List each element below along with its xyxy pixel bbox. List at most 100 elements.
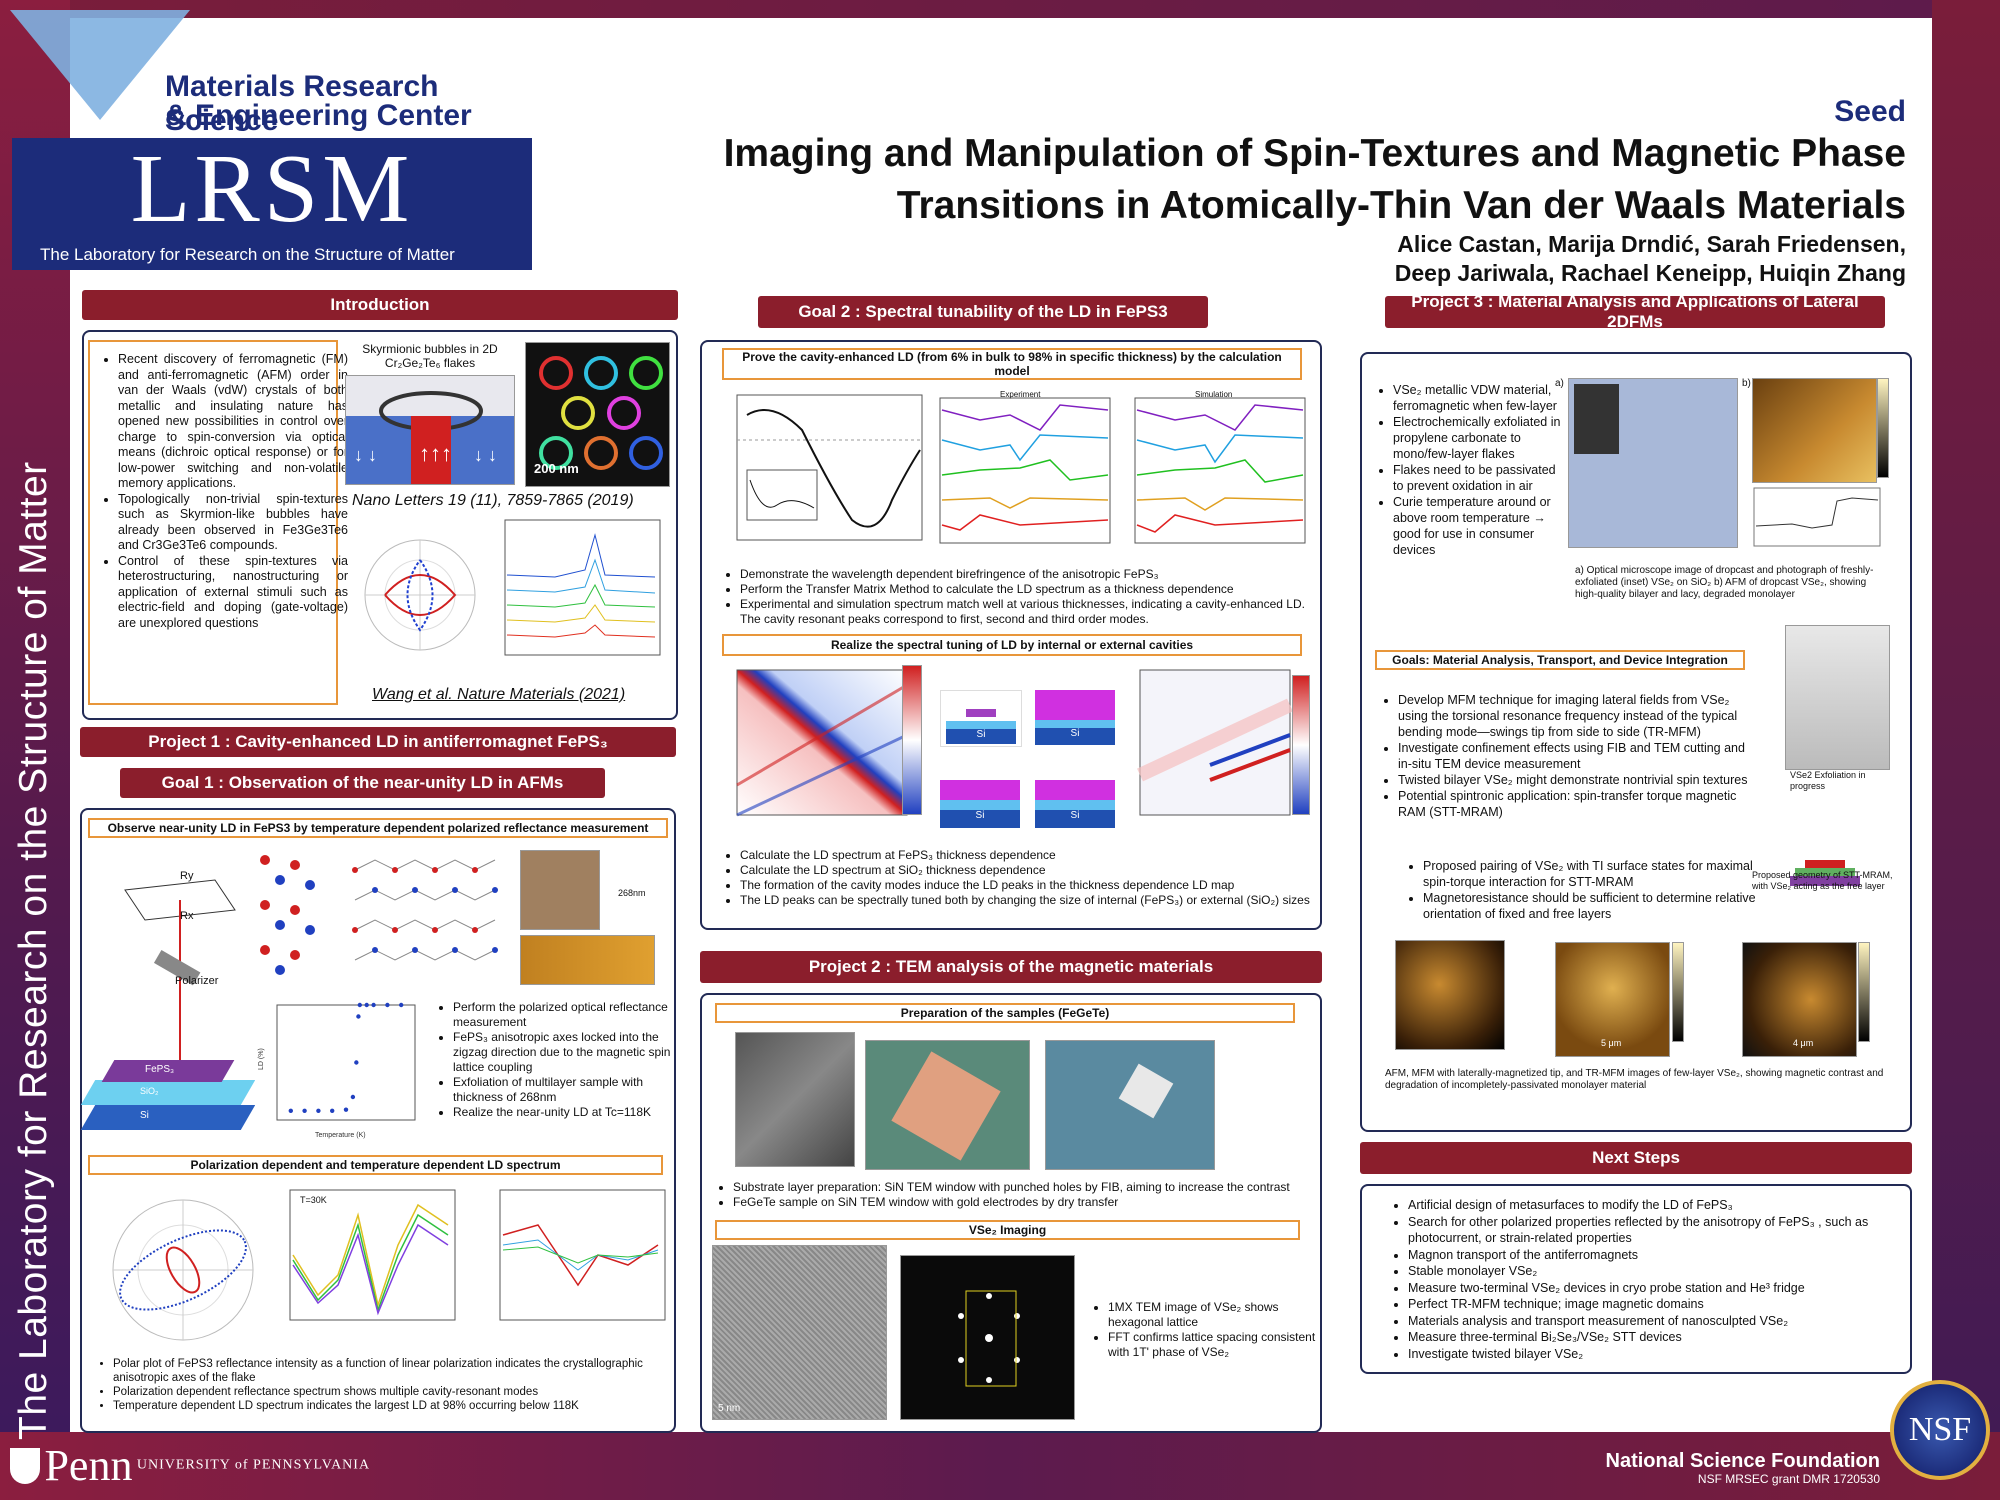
svg-text:↑↑↑: ↑↑↑ — [419, 441, 452, 466]
polarization-reflectance-svg — [289, 1189, 456, 1321]
feps-thickness-map-svg — [736, 669, 908, 817]
tr-mfm-colorbar — [1858, 942, 1870, 1042]
temperature-ld-spectrum — [478, 1185, 668, 1345]
intro-text-box — [88, 340, 338, 705]
ld-temp-point — [288, 1108, 293, 1113]
goal-item: Develop MFM technique for imaging latera… — [1398, 692, 1758, 740]
polarization-bullet: Polar plot of FePS3 reflectance intensit… — [113, 1357, 683, 1385]
goal-item: Potential spintronic application: spin-t… — [1398, 788, 1758, 820]
sub-goal-item: Magnetoresistance should be sufficient t… — [1423, 890, 1758, 922]
project2-bullets2: 1MX TEM image of VSe₂ shows hexagonal la… — [1090, 1300, 1323, 1360]
ld-temp-point — [302, 1108, 307, 1113]
si-label: Si — [140, 1110, 149, 1121]
right-border — [1932, 0, 2000, 1500]
afm-thickness-image — [520, 935, 655, 985]
project2-bullet: FeGeTe sample on SiN TEM window with gol… — [733, 1195, 1328, 1210]
intro-bullet: Recent discovery of ferromagnetic (FM) a… — [118, 352, 348, 492]
polar-reflectance-svg — [112, 1199, 254, 1341]
nsf-grant: NSF MRSEC grant DMR 1720530 — [1697, 1472, 1880, 1486]
crystal-structure-svg — [260, 855, 315, 975]
polarizer-setup-figure: Ry Rx Polarizer — [95, 850, 245, 1120]
project3-heading: Project 3 : Material Analysis and Applic… — [1385, 292, 1885, 331]
svg-text:↓ ↓: ↓ ↓ — [474, 445, 497, 465]
polarizer-label: Polarizer — [175, 975, 219, 987]
goal2-bullet: Experimental and simulation spectrum mat… — [740, 597, 1325, 627]
project1-heading: Project 1 : Cavity-enhanced LD in antife… — [80, 727, 676, 757]
polar-plot-intro-svg — [364, 539, 476, 651]
cavity-schematics: Si Si Si Si — [935, 670, 1120, 835]
ld-temp-point — [330, 1108, 335, 1113]
bottom-border — [0, 1432, 2000, 1500]
project3-bullet: Flakes need to be passivated to prevent … — [1393, 462, 1563, 494]
goal1-bullet: Realize the near-unity LD at Tc=118K — [453, 1105, 688, 1120]
sample-stack-figure: FePS₃ SiO₂ Si — [80, 1030, 255, 1140]
project2-bullet2: 1MX TEM image of VSe₂ shows hexagonal la… — [1108, 1300, 1323, 1330]
goal2-bullet2: The LD peaks can be spectrally tuned bot… — [740, 893, 1325, 908]
intro-heading: Introduction — [82, 290, 678, 320]
lrsm-wordmark: LRSM — [12, 138, 532, 240]
fft-spots-svg — [958, 1290, 1020, 1387]
rx-label: Rx — [180, 910, 194, 922]
project2-sub1: Preparation of the samples (FeGeTe) — [715, 1003, 1295, 1023]
lrsm-triangle-logo-icon — [10, 10, 190, 120]
mrsec-line1: Materials Research Science — [165, 70, 439, 137]
feps-label: FePS₃ — [145, 1064, 175, 1075]
penn-shield-icon — [10, 1447, 40, 1484]
polarization-bullet: Temperature dependent LD spectrum indica… — [113, 1399, 683, 1413]
skyrmion-schematic-svg: ↑↑↑ ↓ ↓ ↓ ↓ — [346, 376, 514, 484]
upenn-text: UNIVERSITY of PENNSYLVANIA — [136, 1457, 371, 1473]
skyrmion-image: 200 nm — [525, 342, 670, 487]
project3-bullet: Electrochemically exfoliated in propylen… — [1393, 414, 1563, 462]
goal2-bullet: Perform the Transfer Matrix Method to ca… — [740, 582, 1325, 597]
svg-text:↓ ↓: ↓ ↓ — [354, 445, 377, 465]
simulation-ld-svg — [1134, 397, 1306, 544]
vial-inset — [1574, 384, 1619, 454]
project2-bullet2: FFT confirms lattice spacing consistent … — [1108, 1330, 1323, 1360]
next-steps-box — [1360, 1184, 1912, 1374]
goals-list: Develop MFM technique for imaging latera… — [1380, 692, 1758, 820]
next-step-item: Magnon transport of the antiferromagnets — [1408, 1247, 1918, 1264]
project2-heading: Project 2 : TEM analysis of the magnetic… — [700, 951, 1322, 983]
fig-b-label: b) — [1742, 378, 1751, 389]
goal1-bullet: Perform the polarized optical reflectanc… — [453, 1000, 688, 1030]
exfoliation-caption: VSe2 Exfoliation in progress — [1790, 770, 1866, 791]
intro-bullet: Control of these spin-textures via heter… — [118, 554, 348, 632]
next-steps-list: Artificial design of metasurfaces to mod… — [1390, 1197, 1918, 1362]
sio2-thickness-map — [1120, 665, 1295, 835]
sio2-label: SiO₂ — [140, 1086, 159, 1096]
sio2-thickness-map-svg — [1137, 669, 1293, 816]
ry-label: Ry — [180, 870, 194, 882]
sub-goal-item: Proposed pairing of VSe₂ with TI surface… — [1423, 858, 1758, 890]
zigzag-lattice-figure — [345, 850, 510, 980]
skyrmion-rings-svg — [539, 356, 663, 470]
ld-colorbar-2 — [1292, 675, 1310, 815]
polarization-subheading: Polarization dependent and temperature d… — [88, 1155, 663, 1175]
caption-ab: a) Optical microscope image of dropcast … — [1575, 565, 1874, 600]
skyrmion-schematic: ↑↑↑ ↓ ↓ ↓ ↓ — [345, 375, 515, 485]
project3-bullet: Curie temperature around or above room t… — [1393, 494, 1563, 558]
goal2-bullet2: The formation of the cavity modes induce… — [740, 878, 1325, 893]
nsf-logo-icon: NSF — [1890, 1380, 1990, 1480]
nano-letters-ref: Nano Letters 19 (11), 7859-7865 (2019) — [352, 492, 634, 509]
scale-200nm: 200 nm — [534, 461, 579, 476]
ld-temp-point — [354, 1060, 359, 1065]
crystal-structure-figure — [245, 850, 330, 980]
mfm-colorbar — [1672, 942, 1684, 1042]
flake-optical-image — [520, 850, 600, 930]
skyrmion-label: Skyrmionic bubbles in 2D Cr₂Ge₂Te₆ flake… — [362, 342, 498, 370]
experiment-ld-chart: Experiment — [920, 390, 1115, 565]
next-step-item: Search for other polarized properties re… — [1408, 1214, 1918, 1247]
si-layer — [80, 1105, 255, 1130]
stt-mram-schematic — [1765, 855, 1885, 890]
wang-ref: Wang et al. Nature Materials (2021) — [372, 686, 626, 703]
fegete-optical-image-2 — [1045, 1040, 1215, 1170]
goal2-heading: Goal 2 : Spectral tunability of the LD i… — [758, 296, 1208, 328]
ld-temperature-svg: Temperature (K) LD (%) — [258, 1002, 416, 1139]
goals-subheading: Goals: Material Analysis, Transport, and… — [1375, 650, 1745, 670]
authors-line2: Deep Jariwala, Rachael Keneipp, Huiqin Z… — [1394, 260, 1906, 286]
next-step-item: Measure two-terminal VSe₂ devices in cry… — [1408, 1280, 1918, 1297]
ld-temp-point — [343, 1107, 349, 1112]
afm-height-profile — [1752, 486, 1882, 548]
si-label-cavity4: Si — [1035, 810, 1115, 828]
